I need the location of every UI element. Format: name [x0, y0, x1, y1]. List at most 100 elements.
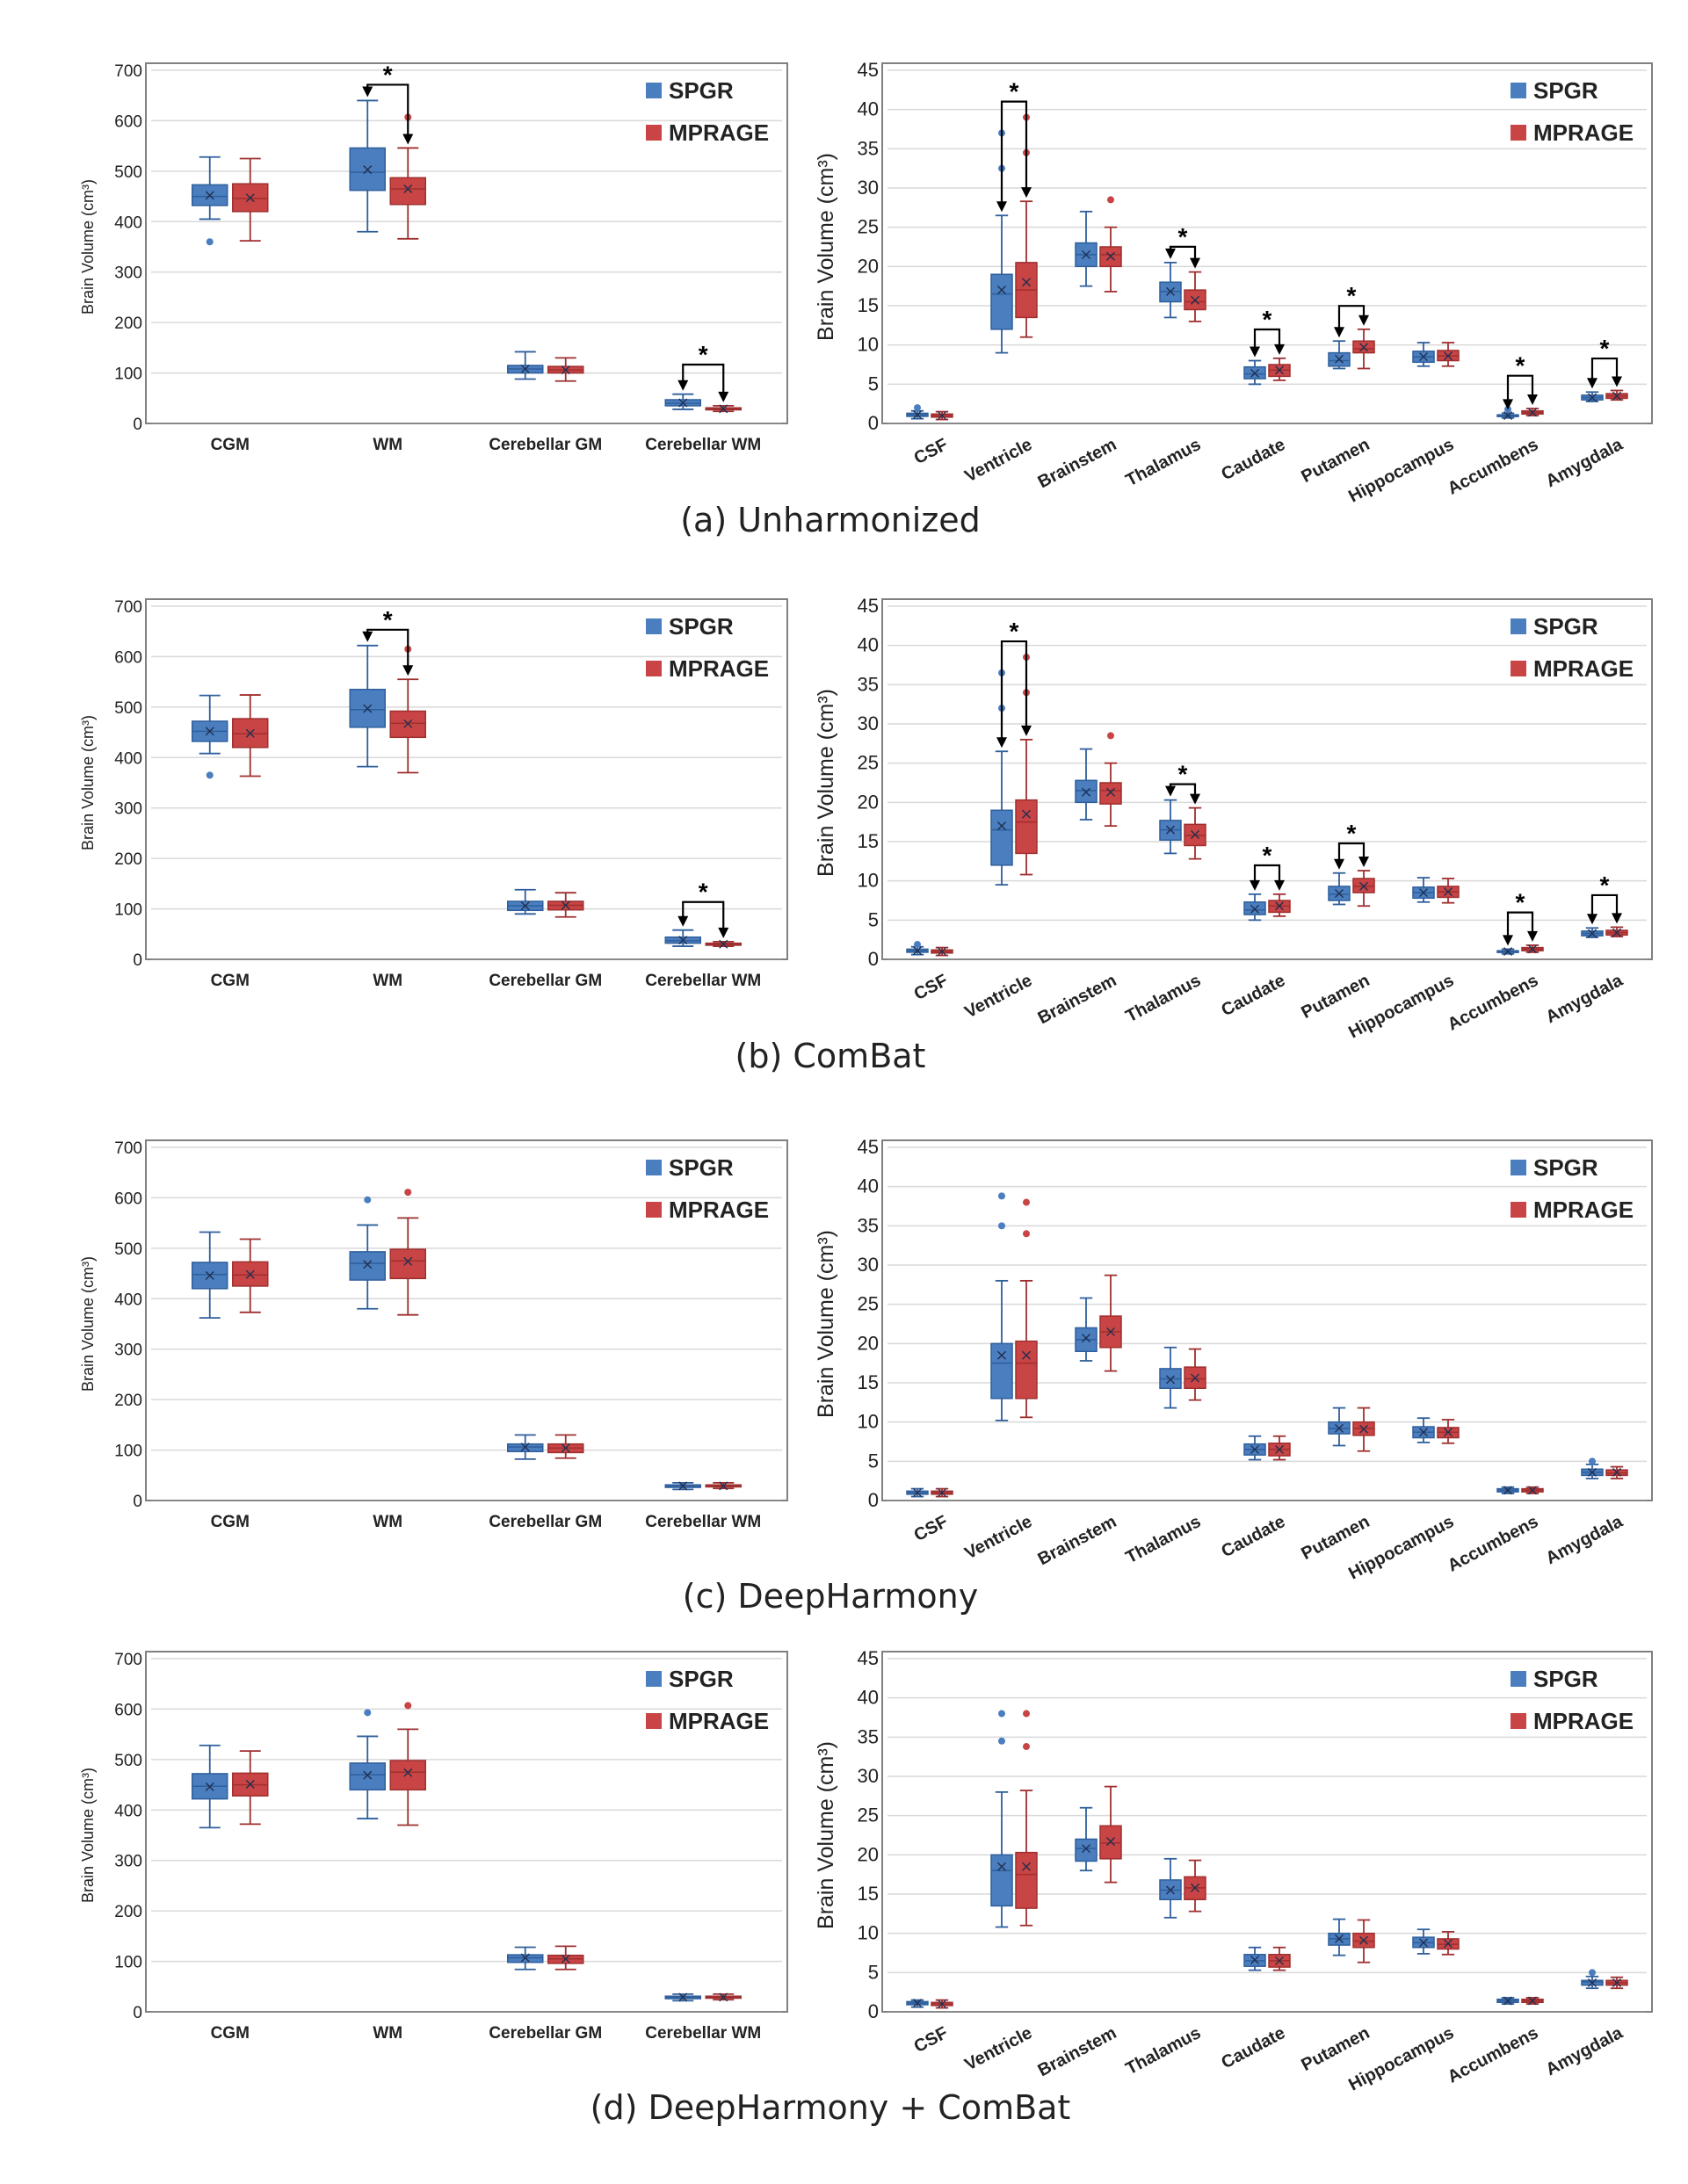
- chart-d-right: 0 5 10 15 20 25 30 35 40 45 Brain Volume (cm³) CSF V…: [814, 1647, 1653, 2095]
- mean-marker: [520, 1953, 530, 1963]
- box-mprage: [1437, 878, 1460, 904]
- y-tick-label: 5: [868, 1450, 879, 1472]
- mean-marker: [1335, 1423, 1344, 1433]
- box-mprage: [1437, 342, 1460, 367]
- significance-star: *: [383, 606, 393, 633]
- mean-marker: [1612, 1978, 1621, 1987]
- category-label: CSF: [911, 1512, 952, 1545]
- y-tick-label: 0: [868, 1489, 879, 1511]
- arrow-down-icon: [1527, 394, 1538, 406]
- mean-marker: [1503, 1996, 1512, 2006]
- mean-marker: [363, 704, 373, 713]
- y-tick-label: 40: [858, 98, 879, 120]
- mean-marker: [1359, 1935, 1368, 1945]
- mean-marker: [520, 1443, 530, 1452]
- iqr-box: [389, 1248, 426, 1280]
- significance-star: *: [383, 61, 393, 88]
- box-spgr: [1159, 261, 1182, 319]
- y-tick-label: 500: [114, 699, 142, 718]
- mean-marker: [938, 411, 946, 421]
- mean-marker: [403, 1768, 413, 1777]
- box-mprage: [1268, 1435, 1291, 1461]
- y-tick-label: 45: [858, 1647, 879, 1669]
- box-mprage: [1184, 806, 1206, 860]
- legend-item: SPGR: [1511, 613, 1598, 640]
- box-mprage: [1184, 1859, 1206, 1913]
- category-label: Putamen: [1298, 2023, 1373, 2075]
- box-mprage: [232, 694, 269, 777]
- box-mprage: [1184, 1348, 1206, 1401]
- outlier-point: [1107, 732, 1114, 740]
- legend-label: SPGR: [1533, 1666, 1598, 1692]
- mean-marker: [1106, 1327, 1115, 1336]
- outlier-point: [1107, 196, 1114, 204]
- y-tick-label: 5: [868, 1961, 879, 1983]
- mean-marker: [1335, 1934, 1344, 1943]
- mean-marker: [997, 1350, 1006, 1360]
- box-spgr: [1328, 871, 1351, 906]
- mean-marker: [1359, 881, 1368, 891]
- mean-marker: [1082, 249, 1090, 259]
- box-spgr: [906, 404, 929, 420]
- box-spgr: [1328, 340, 1351, 370]
- mean-marker: [997, 821, 1006, 831]
- iqr-box: [1075, 1838, 1098, 1862]
- mean-marker: [1503, 1486, 1512, 1495]
- y-tick-label: 10: [858, 1922, 879, 1944]
- panel-caption: (a) Unharmonized: [680, 501, 981, 539]
- legend-item: SPGR: [646, 613, 734, 640]
- mean-marker: [1022, 809, 1031, 819]
- mean-marker: [1166, 825, 1175, 835]
- arrow-down-icon: [362, 86, 373, 98]
- y-tick-label: 45: [858, 1136, 879, 1158]
- arrow-down-icon: [1587, 914, 1597, 925]
- y-tick-label: 0: [868, 412, 879, 434]
- legend-swatch: [1511, 83, 1526, 98]
- box-mprage: [1099, 196, 1122, 293]
- y-tick-label: 100: [114, 901, 142, 920]
- legend-swatch: [1511, 1160, 1526, 1175]
- y-tick-label: 5: [868, 908, 879, 930]
- significance-bracket: *: [1165, 761, 1200, 805]
- significance-bracket: *: [996, 618, 1032, 748]
- category-label: Caudate: [1218, 2023, 1288, 2072]
- mean-marker: [363, 1260, 373, 1269]
- outlier-point: [1023, 1710, 1030, 1718]
- outlier-point: [998, 1222, 1005, 1230]
- y-tick-label: 700: [114, 1139, 142, 1158]
- legend-item: SPGR: [1511, 1154, 1598, 1181]
- box-mprage: [1521, 1486, 1544, 1495]
- box-mprage: [931, 410, 953, 421]
- y-tick-label: 20: [858, 255, 879, 277]
- significance-star: *: [1600, 871, 1610, 899]
- category-label: Accumbens: [1445, 971, 1541, 1035]
- outlier-point: [206, 238, 214, 246]
- mean-marker: [1335, 354, 1344, 364]
- plot-frame: [881, 1651, 1653, 2013]
- arrow-down-icon: [1334, 327, 1344, 338]
- y-tick-label: 400: [114, 213, 142, 232]
- box-mprage: [1184, 271, 1206, 322]
- panel-caption: (c) DeepHarmony: [683, 1577, 978, 1616]
- box-spgr: [349, 99, 386, 233]
- box-spgr: [1243, 1946, 1266, 1971]
- arrow-down-icon: [1612, 913, 1622, 924]
- legend-label: SPGR: [1533, 77, 1598, 104]
- mean-marker: [363, 165, 373, 175]
- iqr-box: [349, 1762, 386, 1791]
- mean-marker: [1588, 1978, 1597, 1987]
- box-spgr: [664, 393, 701, 410]
- arrow-down-icon: [1503, 935, 1513, 946]
- category-label: Accumbens: [1445, 2023, 1541, 2087]
- category-label: Cerebellar WM: [645, 436, 761, 454]
- legend-label: MPRAGE: [669, 119, 769, 146]
- y-tick-label: 100: [114, 365, 142, 384]
- significance-bracket: *: [1587, 871, 1622, 925]
- arrow-down-icon: [996, 201, 1007, 213]
- category-label: Cerebellar GM: [489, 436, 602, 454]
- y-tick-label: 0: [868, 948, 879, 970]
- arrow-down-icon: [677, 380, 689, 391]
- y-tick-label: 200: [114, 1903, 142, 1921]
- legend-label: MPRAGE: [669, 1197, 769, 1223]
- significance-star: *: [1347, 282, 1357, 309]
